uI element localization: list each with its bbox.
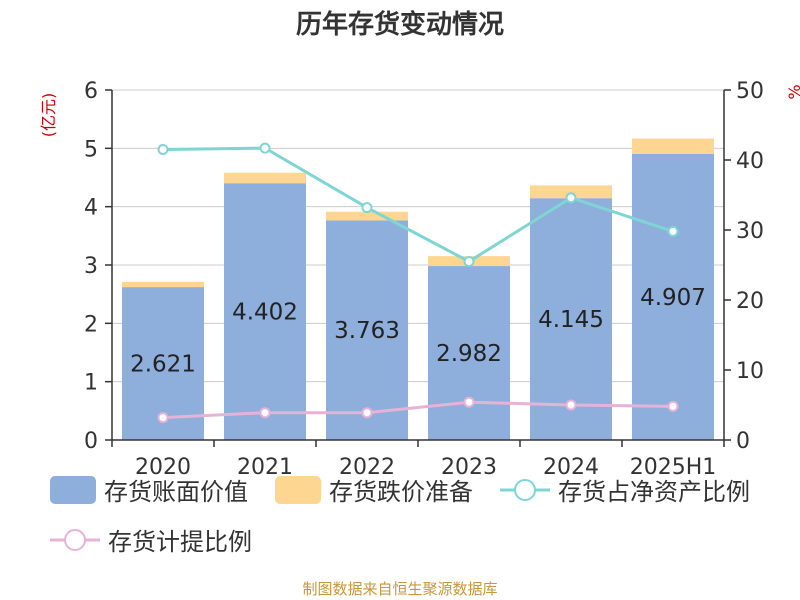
legend-label-book-value: 存货账面价值 bbox=[104, 478, 248, 506]
line-net-assets-ratio-point bbox=[667, 225, 679, 237]
legend-item-reserve[interactable]: 存货跌价准备 bbox=[275, 472, 473, 507]
line-net-assets-ratio-point bbox=[361, 202, 373, 214]
bar-book-value bbox=[224, 183, 306, 440]
line-provision-ratio-point bbox=[361, 407, 373, 419]
left-tick-label: 5 bbox=[84, 137, 98, 162]
left-tick-label: 3 bbox=[84, 254, 98, 279]
right-axis-unit: % bbox=[785, 84, 800, 99]
legend-item-net-assets-ratio[interactable]: 存货占净资产比例 bbox=[500, 472, 750, 507]
left-tick-label: 0 bbox=[84, 429, 98, 454]
line-provision-ratio-point bbox=[667, 400, 679, 412]
bar-value-label: 4.402 bbox=[232, 300, 298, 326]
bar-book-value bbox=[632, 153, 714, 440]
bar-value-label: 4.907 bbox=[640, 285, 706, 311]
legend-swatch-reserve bbox=[275, 475, 321, 504]
right-tick-label: 20 bbox=[736, 289, 764, 314]
chart-title: 历年存货变动情况 bbox=[295, 10, 504, 40]
bar-reserve bbox=[122, 281, 204, 288]
x-tick-label: 2020 bbox=[135, 455, 191, 480]
bar-reserve bbox=[224, 172, 306, 184]
legend-swatch-book-value bbox=[50, 475, 96, 504]
line-provision-ratio bbox=[162, 400, 674, 420]
line-provision-ratio-point bbox=[565, 399, 577, 411]
left-tick-label: 1 bbox=[84, 371, 98, 396]
bar-value-label: 2.621 bbox=[130, 352, 196, 378]
line-net-assets-ratio-point bbox=[157, 144, 169, 155]
source-note: 制图数据来自恒生聚源数据库 bbox=[302, 580, 498, 598]
line-net-assets-ratio bbox=[162, 146, 674, 264]
legend-label-reserve: 存货跌价准备 bbox=[329, 478, 473, 506]
bar-reserve bbox=[632, 138, 714, 154]
left-tick-label: 2 bbox=[84, 312, 98, 337]
right-tick-label: 30 bbox=[736, 219, 764, 244]
line-provision-ratio-point bbox=[157, 412, 169, 424]
bar-book-value bbox=[326, 220, 408, 440]
bar-value-label: 4.145 bbox=[538, 307, 604, 333]
legend-swatch-net-assets-ratio bbox=[500, 478, 550, 501]
right-tick-label: 10 bbox=[736, 359, 764, 384]
line-provision-ratio-point bbox=[463, 396, 475, 408]
right-tick-label: 0 bbox=[736, 429, 750, 454]
legend-swatch-provision-ratio bbox=[50, 528, 100, 551]
bar-value-label: 3.763 bbox=[334, 318, 400, 344]
line-net-assets-ratio-point bbox=[565, 192, 577, 204]
left-tick-label: 4 bbox=[84, 196, 98, 221]
x-tick-label: 2023 bbox=[441, 455, 497, 480]
data-labels: 2.621 4.402 3.763 2.982 4.145 4.907 bbox=[130, 285, 706, 378]
grid-lines bbox=[112, 89, 724, 383]
right-tick-label: 40 bbox=[736, 149, 764, 174]
line-series bbox=[157, 142, 679, 424]
line-net-assets-ratio-point bbox=[463, 256, 475, 267]
left-axis-unit: (亿元) bbox=[39, 93, 58, 138]
bar-reserve bbox=[326, 211, 408, 221]
x-tick-label: 2024 bbox=[543, 455, 599, 480]
x-tick-label: 2022 bbox=[339, 455, 395, 480]
legend-label-provision-ratio: 存货计提比例 bbox=[108, 528, 252, 556]
right-tick-label: 50 bbox=[736, 79, 764, 104]
left-tick-label: 6 bbox=[84, 79, 98, 104]
legend-label-net-assets-ratio: 存货占净资产比例 bbox=[558, 478, 750, 506]
line-net-assets-ratio-point bbox=[259, 142, 271, 154]
bar-series bbox=[122, 138, 714, 440]
legend-item-provision-ratio[interactable]: 存货计提比例 bbox=[50, 522, 252, 557]
line-provision-ratio-point bbox=[259, 407, 271, 419]
bar-book-value bbox=[428, 266, 510, 440]
legend-item-book-value[interactable]: 存货账面价值 bbox=[50, 472, 248, 507]
bar-reserve bbox=[530, 185, 612, 199]
x-tick-label: 2025H1 bbox=[630, 455, 717, 480]
bar-value-label: 2.982 bbox=[436, 341, 502, 367]
